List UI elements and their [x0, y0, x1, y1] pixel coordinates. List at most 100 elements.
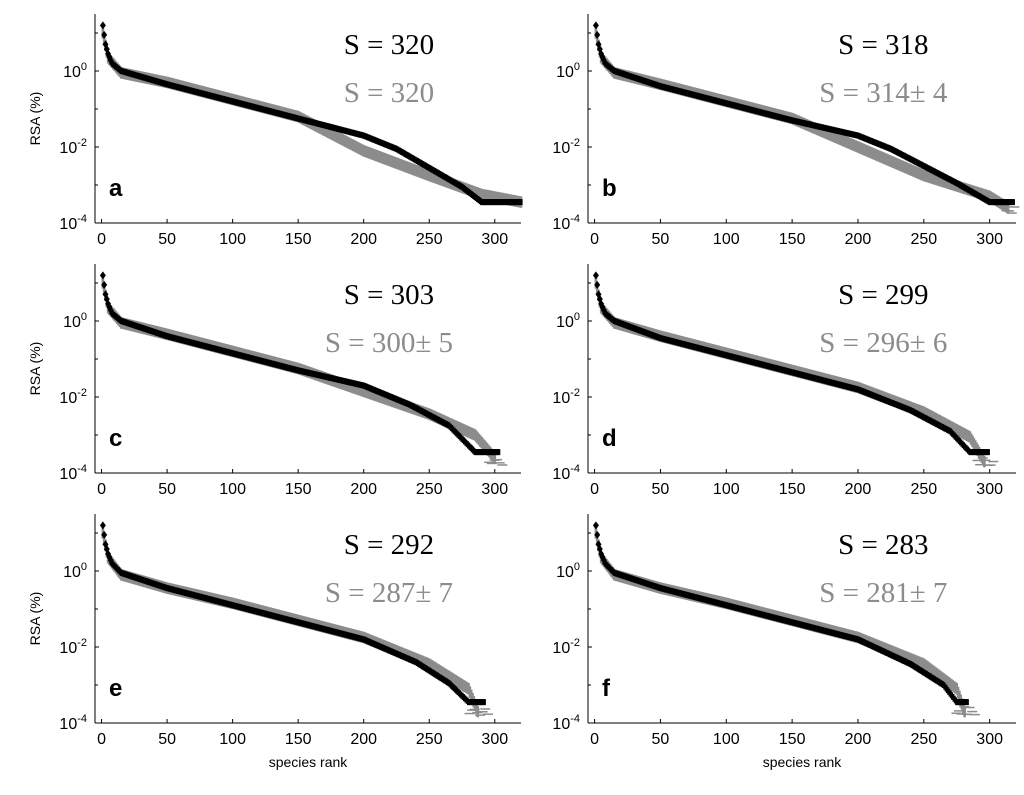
panel-d: 0 50 100 150 200 250 300 100 10-2 10-4 d S = 299 S =…	[552, 264, 1016, 498]
y-axis-label: RSA (%)	[27, 342, 43, 396]
x-tick-label: 50	[158, 481, 176, 498]
x-tick-label: 250	[910, 731, 937, 748]
observed-series	[593, 271, 990, 455]
panel-letter: a	[109, 175, 123, 202]
y-tick-label: 100	[63, 311, 87, 331]
y-tick-label: 10-2	[59, 637, 87, 657]
observed-point	[519, 199, 522, 205]
x-tick-label: 0	[97, 731, 106, 748]
y-tick-label: 10-2	[552, 637, 580, 657]
x-tick-label: 50	[652, 481, 670, 498]
x-tick-label: 250	[416, 731, 443, 748]
panel-c: 0 50 100 150 200 250 300 100 10-2 10-4 RSA (%) c S =…	[27, 264, 521, 498]
model-series	[103, 27, 521, 208]
y-tick-label: 100	[556, 561, 580, 581]
y-tick-label: 10-4	[552, 713, 580, 733]
x-tick-label: 300	[976, 481, 1003, 498]
x-tick-label: 100	[219, 731, 246, 748]
x-tick-label: 150	[779, 481, 806, 498]
observed-point	[100, 521, 106, 529]
observed-point	[987, 449, 990, 455]
x-tick-label: 50	[158, 231, 176, 248]
x-tick-label: 250	[910, 231, 937, 248]
y-tick-label: 10-2	[552, 137, 580, 157]
observed-species-count: S = 299	[838, 279, 928, 311]
observed-point	[593, 271, 599, 279]
x-tick-label: 300	[976, 731, 1003, 748]
y-tick-label: 10-4	[59, 713, 87, 733]
x-tick-label: 100	[219, 231, 246, 248]
x-tick-label: 50	[158, 731, 176, 748]
observed-point	[593, 21, 599, 29]
model-species-count: S = 314± 4	[819, 77, 948, 109]
x-tick-label: 100	[713, 481, 740, 498]
x-tick-label: 200	[845, 731, 872, 748]
x-tick-label: 100	[713, 731, 740, 748]
observed-species-count: S = 283	[838, 529, 928, 561]
y-tick-label: 10-4	[552, 463, 580, 483]
x-tick-label: 300	[976, 231, 1003, 248]
observed-point	[483, 699, 486, 705]
x-tick-label: 50	[652, 231, 670, 248]
x-tick-label: 250	[910, 481, 937, 498]
observed-point	[100, 21, 106, 29]
observed-species-count: S = 303	[344, 279, 434, 311]
observed-point	[1012, 199, 1015, 205]
panel-letter: b	[602, 175, 617, 202]
model-species-count: S = 296± 6	[819, 327, 947, 359]
x-tick-label: 200	[350, 731, 377, 748]
observed-species-count: S = 318	[838, 29, 928, 61]
rsa-figure: 0 50 100 150 200 250 300 100 10-2 10-4 RSA (%) a S =…	[0, 0, 1024, 795]
x-tick-label: 250	[416, 481, 443, 498]
observed-point	[593, 521, 599, 529]
observed-species-count: S = 320	[344, 29, 434, 61]
observed-point	[966, 699, 969, 705]
x-tick-label: 0	[590, 231, 599, 248]
y-axis-label: RSA (%)	[27, 92, 43, 146]
y-tick-label: 100	[63, 61, 87, 81]
panel-a: 0 50 100 150 200 250 300 100 10-2 10-4 RSA (%) a S =…	[27, 14, 523, 248]
x-tick-label: 0	[97, 231, 106, 248]
x-tick-label: 200	[845, 481, 872, 498]
y-tick-label: 10-2	[59, 137, 87, 157]
x-tick-label: 0	[590, 731, 599, 748]
y-tick-label: 10-2	[552, 387, 580, 407]
y-tick-label: 10-4	[59, 213, 87, 233]
x-tick-label: 200	[350, 481, 377, 498]
panel-b: 0 50 100 150 200 250 300 100 10-2 10-4 b S = 318 S =…	[552, 14, 1019, 248]
y-tick-label: 100	[556, 311, 580, 331]
observed-point	[497, 449, 500, 455]
x-tick-label: 50	[652, 731, 670, 748]
observed-species-count: S = 292	[344, 529, 434, 561]
y-tick-label: 10-4	[59, 463, 87, 483]
x-axis-label: species rank	[763, 754, 843, 770]
observed-point	[100, 271, 106, 279]
model-species-count: S = 320	[344, 77, 434, 109]
y-axis-label: RSA (%)	[27, 592, 43, 646]
x-tick-label: 150	[285, 481, 312, 498]
x-tick-label: 200	[845, 231, 872, 248]
x-tick-label: 150	[779, 231, 806, 248]
panel-letter: f	[602, 675, 611, 702]
observed-series	[100, 271, 500, 455]
x-tick-label: 0	[590, 481, 599, 498]
panel-e: 0 50 100 150 200 250 300 100 10-2 10-4 RSA (%) spec…	[27, 514, 521, 770]
panel-letter: d	[602, 425, 617, 452]
panel-f: 0 50 100 150 200 250 300 100 10-2 10-4 species ran…	[552, 514, 1016, 770]
x-tick-label: 300	[481, 731, 508, 748]
x-tick-label: 150	[285, 231, 312, 248]
panel-letter: e	[109, 675, 122, 702]
x-axis-label: species rank	[269, 754, 349, 770]
y-tick-label: 100	[63, 561, 87, 581]
y-tick-label: 10-4	[552, 213, 580, 233]
x-tick-label: 150	[285, 731, 312, 748]
model-species-count: S = 281± 7	[819, 577, 947, 609]
x-tick-label: 250	[416, 231, 443, 248]
y-tick-label: 10-2	[59, 387, 87, 407]
observed-series	[593, 21, 1015, 205]
observed-series	[100, 21, 523, 205]
x-tick-label: 100	[713, 231, 740, 248]
x-tick-label: 150	[779, 731, 806, 748]
model-species-count: S = 287± 7	[325, 577, 453, 609]
x-tick-label: 100	[219, 481, 246, 498]
